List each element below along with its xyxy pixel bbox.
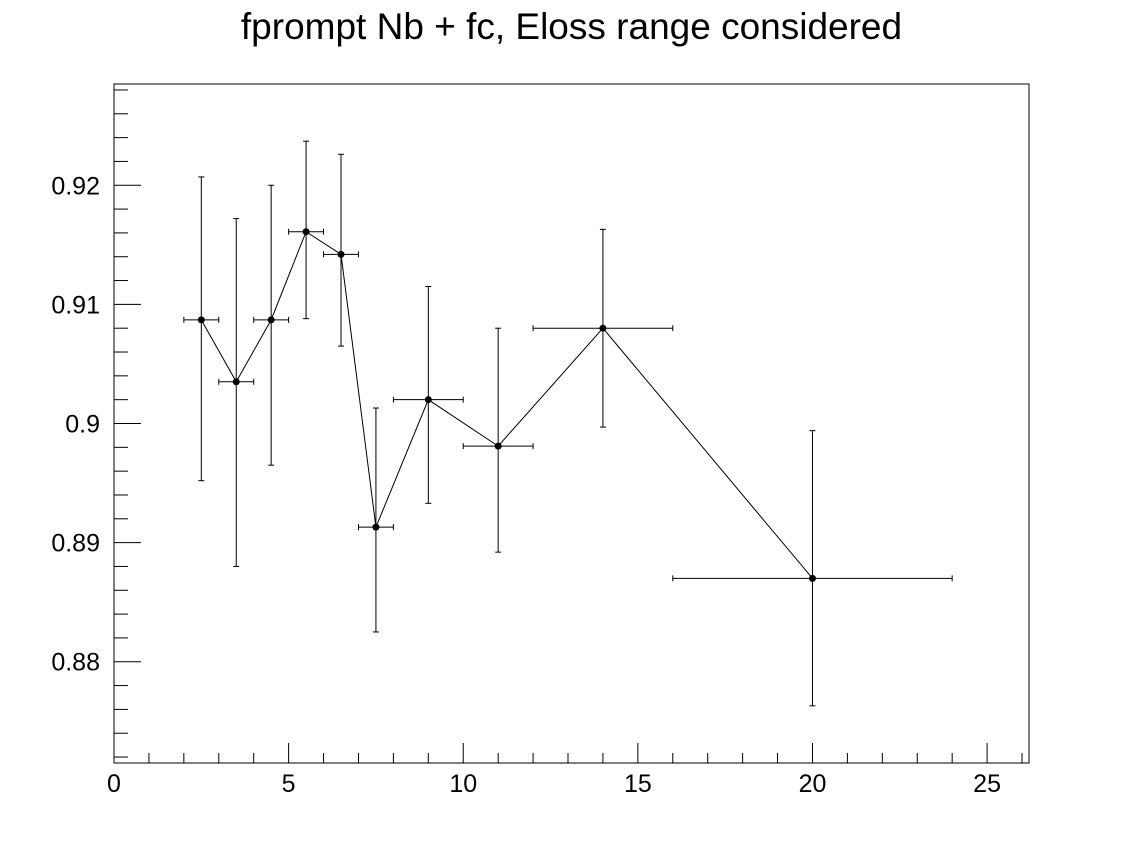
x-tick-label: 25	[973, 770, 1001, 798]
data-point	[494, 442, 502, 450]
data-point	[599, 324, 607, 332]
series-line	[200, 230, 813, 579]
axes: 0 5 10 15 20 25 0.88 0.89 0.9 0.91 0.92	[51, 83, 1030, 798]
y-tick-label: 0.92	[51, 172, 100, 200]
y-tick-label: 0.91	[51, 291, 100, 319]
data-point	[267, 316, 275, 324]
x-tick-label: 5	[282, 770, 296, 798]
data-point	[197, 316, 205, 324]
y-tick-label: 0.88	[51, 649, 100, 677]
x-tick-label: 15	[624, 770, 652, 798]
x-tick-label: 20	[799, 770, 827, 798]
data-point	[424, 396, 432, 404]
y-tick-label: 0.9	[65, 411, 100, 439]
data-point	[808, 574, 816, 582]
data-point	[232, 378, 240, 386]
data-point	[372, 523, 380, 531]
data-marks	[183, 140, 953, 707]
plot-frame	[113, 83, 1030, 764]
x-tick-label: 10	[449, 770, 477, 798]
x-tick-label: 0	[107, 770, 121, 798]
data-point	[337, 250, 345, 258]
chart-title: fprompt Nb + fc, Eloss range considered	[240, 6, 903, 47]
data-point	[302, 228, 310, 236]
y-tick-label: 0.89	[51, 530, 100, 558]
